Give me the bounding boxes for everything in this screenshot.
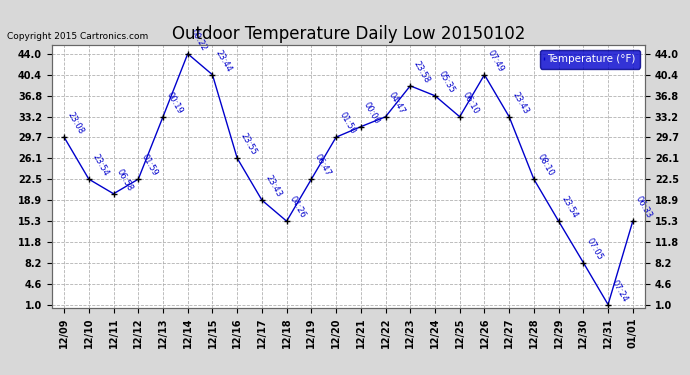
Text: 23:44: 23:44 bbox=[214, 48, 234, 74]
Text: 05:35: 05:35 bbox=[436, 69, 456, 94]
Text: 06:33: 06:33 bbox=[634, 194, 654, 220]
Text: 01:50: 01:50 bbox=[337, 111, 357, 136]
Text: 23:58: 23:58 bbox=[412, 59, 431, 84]
Text: 06:47: 06:47 bbox=[313, 153, 333, 178]
Text: 07:05: 07:05 bbox=[584, 236, 604, 261]
Text: 06:10: 06:10 bbox=[461, 90, 481, 116]
Text: 04:47: 04:47 bbox=[387, 90, 406, 116]
Text: 00:19: 00:19 bbox=[164, 90, 184, 116]
Text: 23:55: 23:55 bbox=[239, 132, 258, 157]
Text: 07:49: 07:49 bbox=[486, 48, 506, 74]
Text: 04:26: 04:26 bbox=[288, 195, 308, 220]
Text: 08:10: 08:10 bbox=[535, 153, 555, 178]
Text: 06:58: 06:58 bbox=[115, 167, 135, 192]
Text: 23:54: 23:54 bbox=[560, 195, 580, 220]
Text: 23:43: 23:43 bbox=[264, 174, 283, 199]
Text: 23:43: 23:43 bbox=[511, 90, 531, 116]
Text: 00:00: 00:00 bbox=[362, 100, 382, 125]
Legend: Temperature (°F): Temperature (°F) bbox=[540, 50, 640, 69]
Text: 23:08: 23:08 bbox=[66, 111, 86, 136]
Text: 00:22: 00:22 bbox=[189, 27, 209, 53]
Title: Outdoor Temperature Daily Low 20150102: Outdoor Temperature Daily Low 20150102 bbox=[172, 26, 525, 44]
Text: 07:24: 07:24 bbox=[609, 278, 629, 303]
Text: Copyright 2015 Cartronics.com: Copyright 2015 Cartronics.com bbox=[7, 32, 148, 41]
Text: 01:59: 01:59 bbox=[139, 153, 159, 178]
Text: 23:54: 23:54 bbox=[90, 153, 110, 178]
